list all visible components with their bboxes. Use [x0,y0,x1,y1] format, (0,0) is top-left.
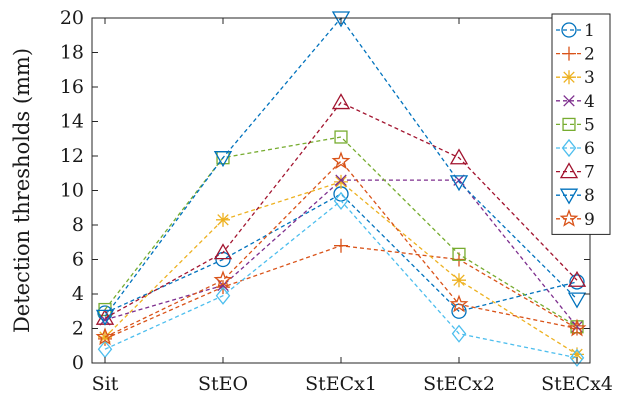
series-6 [97,191,585,367]
data-point-3-StECx2 [452,273,466,288]
data-point-9-StECx1 [331,151,351,170]
data-point-8-Sit [95,309,115,326]
series-line-1 [104,193,578,314]
data-point-6-StECx4 [569,348,585,367]
legend-marker [562,117,576,131]
data-point-7-StECx1 [331,93,351,110]
legend-marker [559,188,579,205]
series-1 [97,186,585,321]
data-point-7-StECx2 [449,148,469,165]
y-tick-label: 4 [72,283,84,305]
legend-entry-3: 3 [556,68,595,88]
series-9 [95,151,587,346]
y-tick-label: 8 [72,214,84,236]
legend-entry-2: 2 [556,45,595,65]
data-point-3-StEO [216,212,230,227]
legend-entry-4: 4 [556,92,595,112]
series-line-2 [104,245,578,340]
y-tick-label: 12 [60,145,84,167]
data-point-2-StECx1 [334,238,348,253]
data-point-4-StECx1 [335,174,347,186]
y-tick-label: 6 [72,249,84,271]
legend-marker [562,70,576,85]
data-point-9-StECx4 [567,318,587,337]
series-line-8 [104,16,578,317]
legend-marker [559,208,579,227]
legend-label: 3 [584,68,595,88]
data-point-9-StECx2 [449,294,469,313]
data-point-8-StECx2 [449,175,469,192]
legend-entry-7: 7 [556,162,595,183]
legend-marker [563,95,575,107]
series-line-6 [104,199,578,359]
legend-entry-6: 6 [556,138,595,159]
legend: 1 2 3 4 5 6 7 8 9 [551,13,611,235]
series-layer [95,11,587,367]
y-tick-label: 2 [72,318,84,340]
data-point-6-StECx1 [333,191,349,210]
x-tick-label: StECx2 [423,373,495,395]
series-line-3 [104,181,578,355]
axis-layer [91,17,591,364]
series-line-5 [104,136,578,328]
y-tick-label: 20 [60,7,84,29]
legend-marker [561,138,577,158]
data-point-8-StECx4 [567,292,587,309]
data-point-7-StEO [213,243,233,260]
series-4 [99,174,583,333]
x-tick-label: StEO [198,373,248,395]
series-line-4 [104,179,578,328]
legend-label: 6 [584,139,595,159]
legend-label: 8 [584,186,595,206]
y-tick-label: 0 [72,352,84,374]
legend-entry-8: 8 [556,186,595,206]
data-point-8-StEO [213,151,233,168]
legend-label: 9 [584,210,595,230]
y-tick-label: 14 [60,111,84,133]
legend-label: 5 [584,115,595,135]
data-point-9-Sit [95,327,115,346]
x-tick-label: StECx4 [541,373,613,395]
legend-entry-5: 5 [556,115,595,135]
legend-label: 2 [584,45,595,65]
data-point-7-StECx4 [567,270,587,287]
legend-marker [559,162,579,179]
series-8 [95,11,587,326]
legend-label: 7 [584,163,595,183]
legend-entry-9: 9 [556,208,595,230]
legend-label: 4 [584,92,595,112]
legend-label: 1 [584,21,595,41]
x-tick-label: Sit [92,373,119,395]
data-point-9-StEO [213,270,233,289]
data-point-6-StEO [215,286,231,305]
y-tick-label: 10 [60,180,84,202]
legend-marker [561,22,577,38]
data-point-1-StECx4 [569,274,585,290]
x-tick-label: StECx1 [305,373,377,395]
data-point-5-StECx2 [452,247,466,261]
data-point-5-StECx1 [334,130,348,144]
series-line-9 [104,160,578,338]
series-line-7 [104,101,578,319]
series-3 [98,174,584,362]
data-point-3-StECx1 [334,174,348,189]
plot-frame [91,17,591,364]
data-point-3-StECx4 [570,347,584,362]
series-5 [98,130,584,334]
y-axis-label: Detection thresholds (mm) [10,48,34,333]
series-2 [98,238,584,346]
y-tick-label: 16 [60,76,84,98]
data-point-6-StECx2 [451,324,467,343]
y-tick-label: 18 [60,42,84,64]
data-point-8-StECx1 [331,11,351,28]
legend-marker [562,46,576,61]
legend-entry-1: 1 [556,21,595,41]
